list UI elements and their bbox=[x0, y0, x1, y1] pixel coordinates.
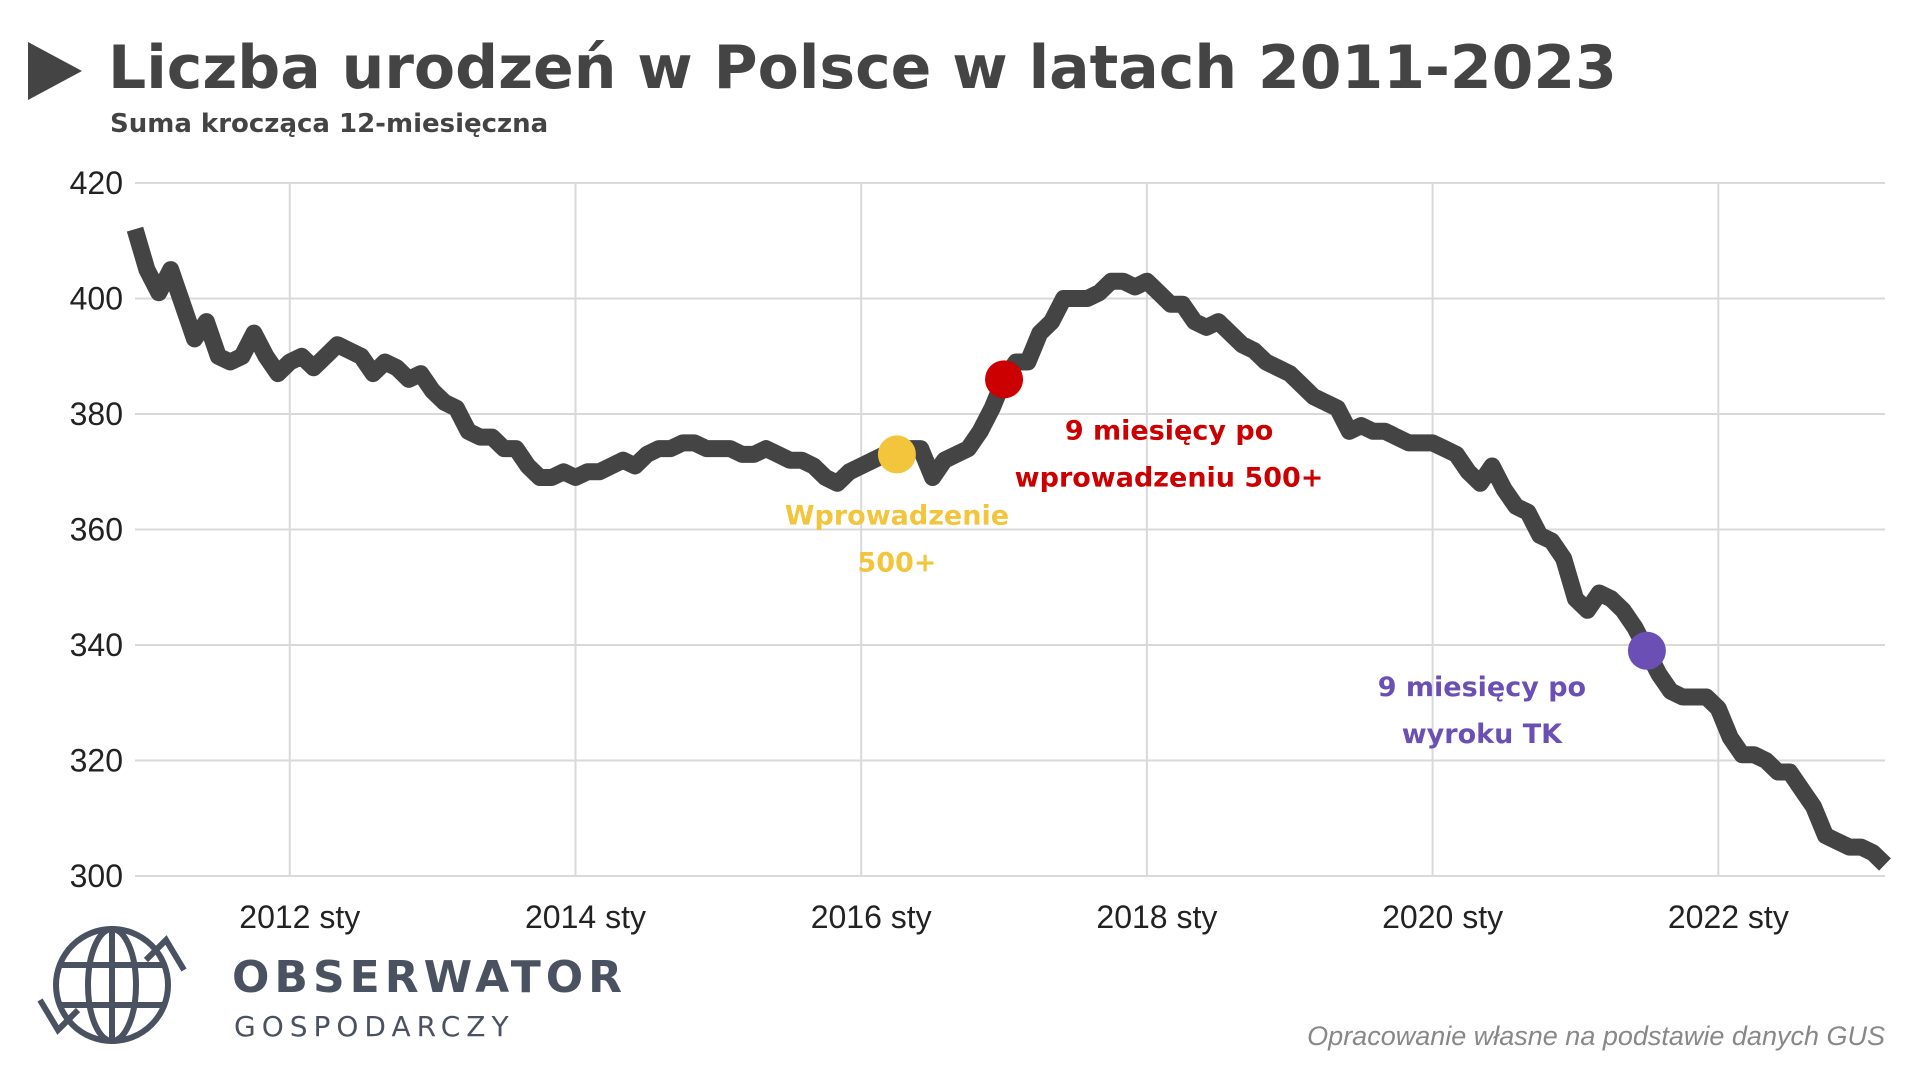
y-tick-label: 360 bbox=[70, 512, 123, 548]
x-tick-label: 2018 sty bbox=[1096, 899, 1217, 935]
source-note: Opracowanie własne na podstawie danych G… bbox=[1307, 1021, 1885, 1051]
annotation-label: 500+ bbox=[857, 547, 936, 578]
y-tick-label: 320 bbox=[70, 743, 123, 779]
annotation-marker bbox=[1627, 631, 1666, 670]
x-tick-label: 2016 sty bbox=[811, 899, 932, 935]
logo bbox=[37, 926, 187, 1044]
y-tick-label: 420 bbox=[70, 165, 123, 201]
grid bbox=[135, 182, 1885, 877]
annotation-label: wyroku TK bbox=[1402, 719, 1563, 750]
annotation-label: Wprowadzenie bbox=[785, 500, 1009, 531]
chart-title: Liczba urodzeń w Polsce w latach 2011-20… bbox=[108, 33, 1617, 103]
y-tick-label: 380 bbox=[70, 396, 123, 432]
brand-tagline: GOSPODARCZY bbox=[234, 1010, 515, 1043]
chart-subtitle: Suma krocząca 12-miesięczna bbox=[110, 109, 548, 139]
y-tick-label: 300 bbox=[70, 858, 123, 894]
line bbox=[126, 226, 1891, 871]
brand-name: OBSERWATOR bbox=[232, 952, 627, 1003]
x-tick-label: 2014 sty bbox=[525, 899, 646, 935]
x-tick-label: 2020 sty bbox=[1382, 899, 1503, 935]
annotation-marker bbox=[985, 360, 1024, 399]
annotation-label: 9 miesięcy po bbox=[1065, 415, 1273, 446]
annotation-marker bbox=[877, 435, 916, 474]
x-tick-label: 2022 sty bbox=[1668, 899, 1789, 935]
annotation-label: 9 miesięcy po bbox=[1378, 672, 1586, 703]
x-tick-label: 2012 sty bbox=[239, 899, 360, 935]
annotation-label: wprowadzeniu 500+ bbox=[1015, 462, 1324, 493]
y-tick-label: 340 bbox=[70, 627, 123, 663]
title-icon bbox=[28, 42, 82, 100]
y-tick-label: 400 bbox=[70, 281, 123, 317]
